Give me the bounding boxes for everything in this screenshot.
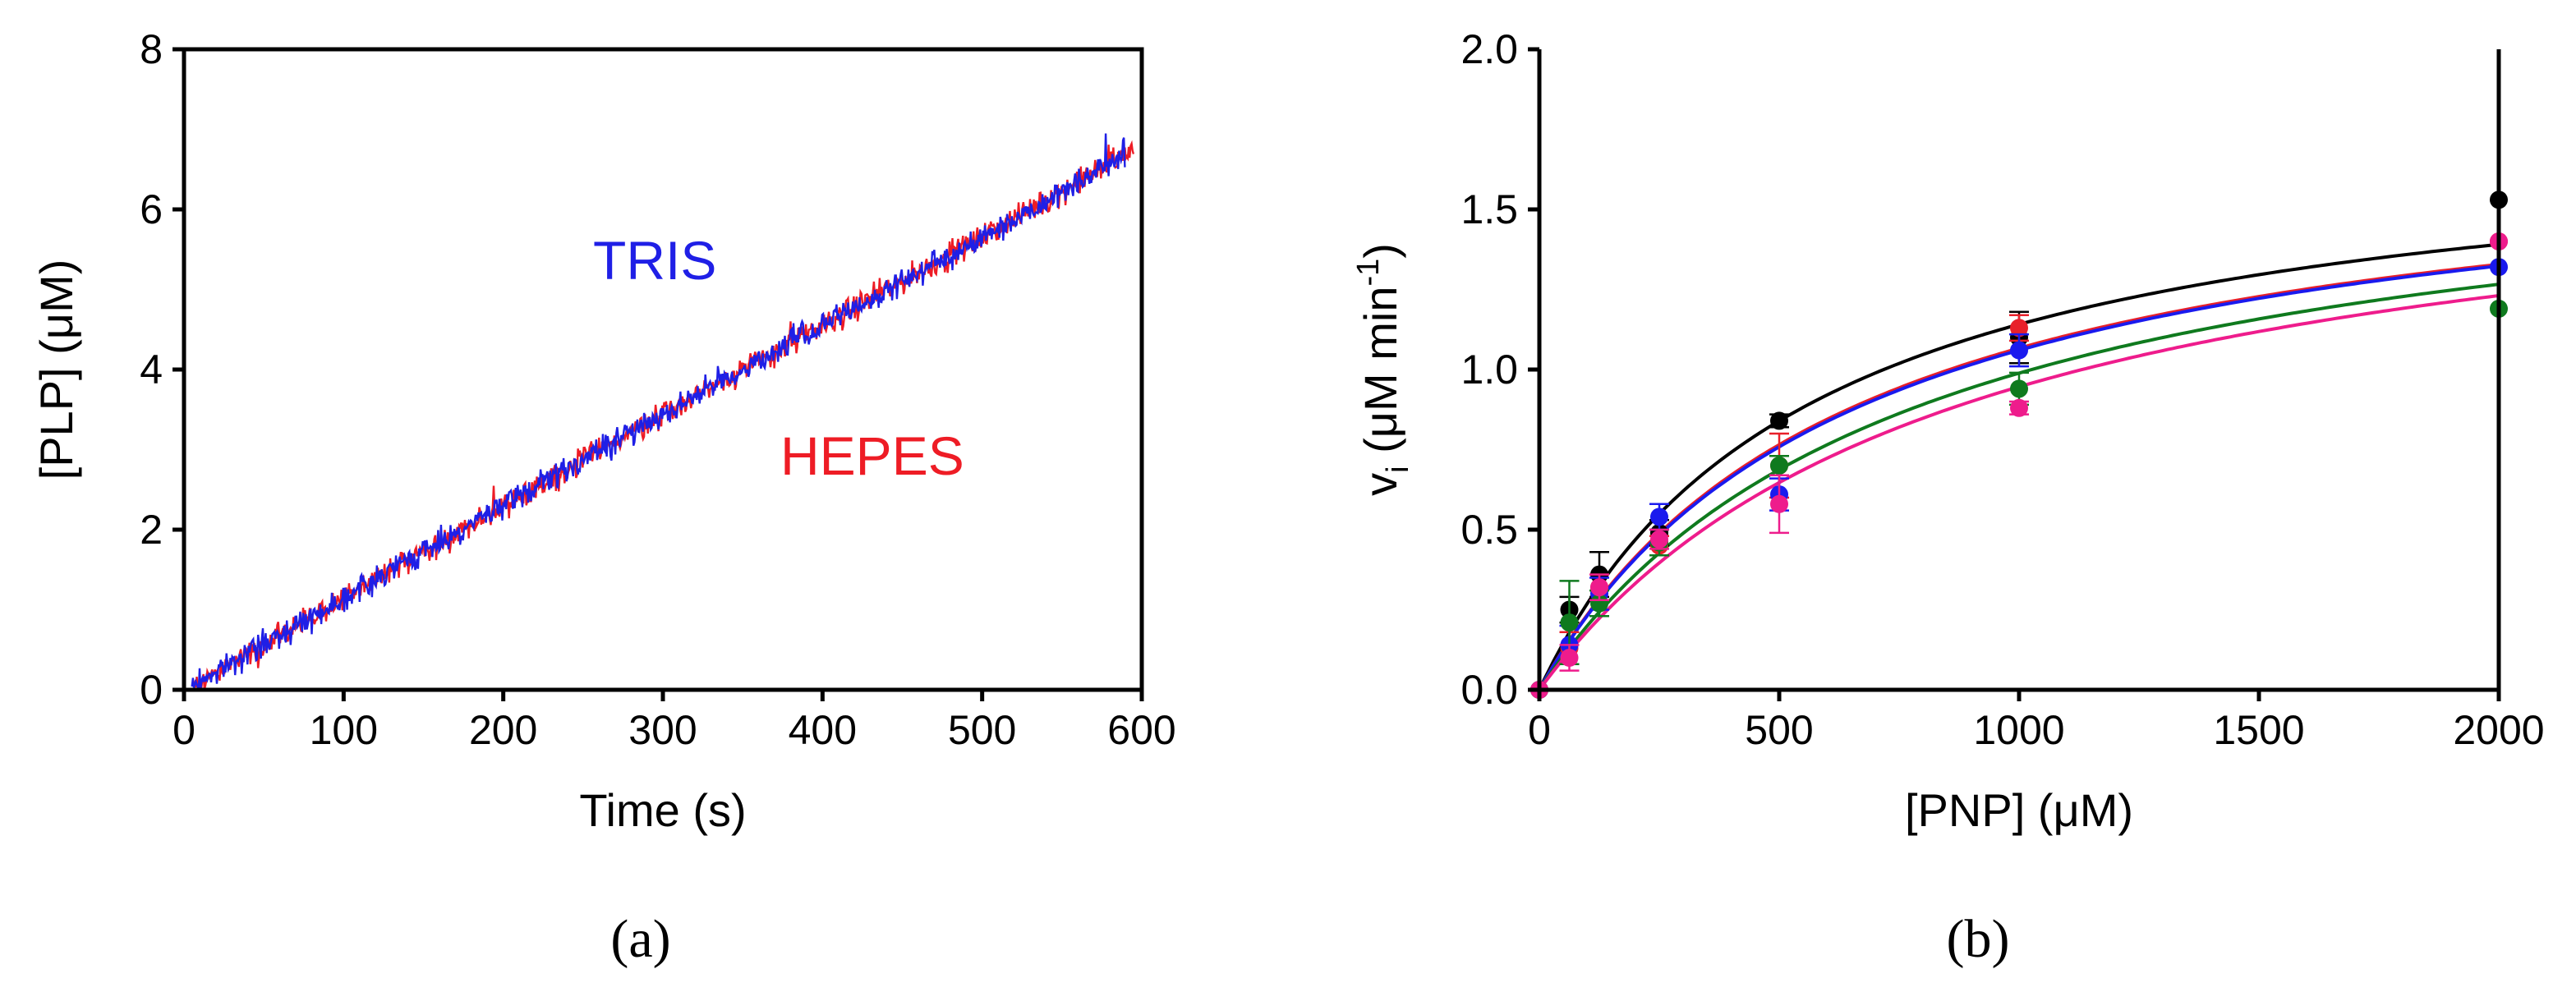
point-green (1560, 613, 1579, 632)
panel-a-x-tick-label: 500 (948, 707, 1016, 753)
point-green (1770, 457, 1788, 475)
panel-a-y-tick-label: 8 (140, 26, 163, 72)
panel-a-x-tick-label: 200 (469, 707, 537, 753)
panel-b-y-tick-label: 0.5 (1460, 507, 1518, 553)
panel-a-label: (a) (610, 909, 670, 969)
hepes-annotation: HEPES (780, 425, 964, 486)
point-magenta (1560, 649, 1579, 667)
panel-a-x-label: Time (s) (579, 784, 746, 836)
panel-b-x-tick-label: 500 (1745, 707, 1813, 753)
panel-a-x-tick-label: 400 (789, 707, 857, 753)
point-black (1770, 411, 1788, 430)
panel-a: 0 100 200 300 400 500 600 0 2 4 6 8 TRIS HEPES Tim… (30, 26, 1176, 969)
panel-b-y-label: vi (μM min-1) (1351, 243, 1415, 496)
panel-b: 0 500 1000 1500 2000 0.0 0.5 1.0 1.5 2.0 [PNP] (… (1351, 26, 2545, 969)
point-blue (2010, 341, 2028, 360)
panel-b-y-tick-label: 1.5 (1460, 186, 1518, 232)
panel-b-x-tick-label: 1500 (2213, 707, 2304, 753)
panel-b-label: (b) (1947, 909, 2010, 969)
panel-a-y-tick-label: 0 (140, 667, 163, 713)
point-blue (1650, 507, 1668, 526)
trace-tris (191, 133, 1126, 691)
panel-a-y-tick-label: 4 (140, 347, 163, 393)
point-magenta (1650, 530, 1668, 549)
panel-b-x-tick-label: 2000 (2453, 707, 2544, 753)
panel-a-x-tick-label: 600 (1107, 707, 1175, 753)
panel-b-axes (1537, 49, 2501, 692)
point-magenta (2010, 398, 2028, 417)
point-green (1590, 594, 1608, 613)
panel-a-x-tick-label: 0 (172, 707, 196, 753)
point-green (2010, 379, 2028, 398)
panel-b-y-tick-label: 2.0 (1460, 26, 1518, 72)
panel-b-x-ticks: 0 500 1000 1500 2000 (1528, 690, 2545, 753)
panel-b-y-tick-label: 1.0 (1460, 347, 1518, 393)
panel-b-y-tick-label: 0.0 (1460, 667, 1518, 713)
panel-a-x-ticks: 0 100 200 300 400 500 600 (172, 690, 1176, 753)
point-red (2010, 319, 2028, 338)
panel-b-x-label: [PNP] (μM) (1905, 784, 2133, 836)
trace-hepes (191, 140, 1135, 691)
panel-a-y-tick-label: 2 (140, 507, 163, 553)
panel-a-y-label: [PLP] (μM) (30, 259, 82, 480)
panel-a-y-tick-label: 6 (140, 186, 163, 232)
point-magenta (1590, 578, 1608, 597)
tris-annotation: TRIS (593, 230, 716, 291)
panel-a-x-tick-label: 300 (628, 707, 697, 753)
panel-a-axes (182, 47, 1144, 692)
panel-a-x-tick-label: 100 (310, 707, 378, 753)
panel-b-y-ticks: 0.0 0.5 1.0 1.5 2.0 (1460, 26, 1539, 713)
panel-a-traces (191, 133, 1135, 691)
panel-b-x-tick-label: 0 (1528, 707, 1551, 753)
panel-b-data-points (1530, 191, 2508, 699)
point-magenta (1770, 494, 1788, 513)
panel-a-y-ticks: 0 2 4 6 8 (140, 26, 184, 713)
panel-b-x-tick-label: 1000 (1973, 707, 2064, 753)
